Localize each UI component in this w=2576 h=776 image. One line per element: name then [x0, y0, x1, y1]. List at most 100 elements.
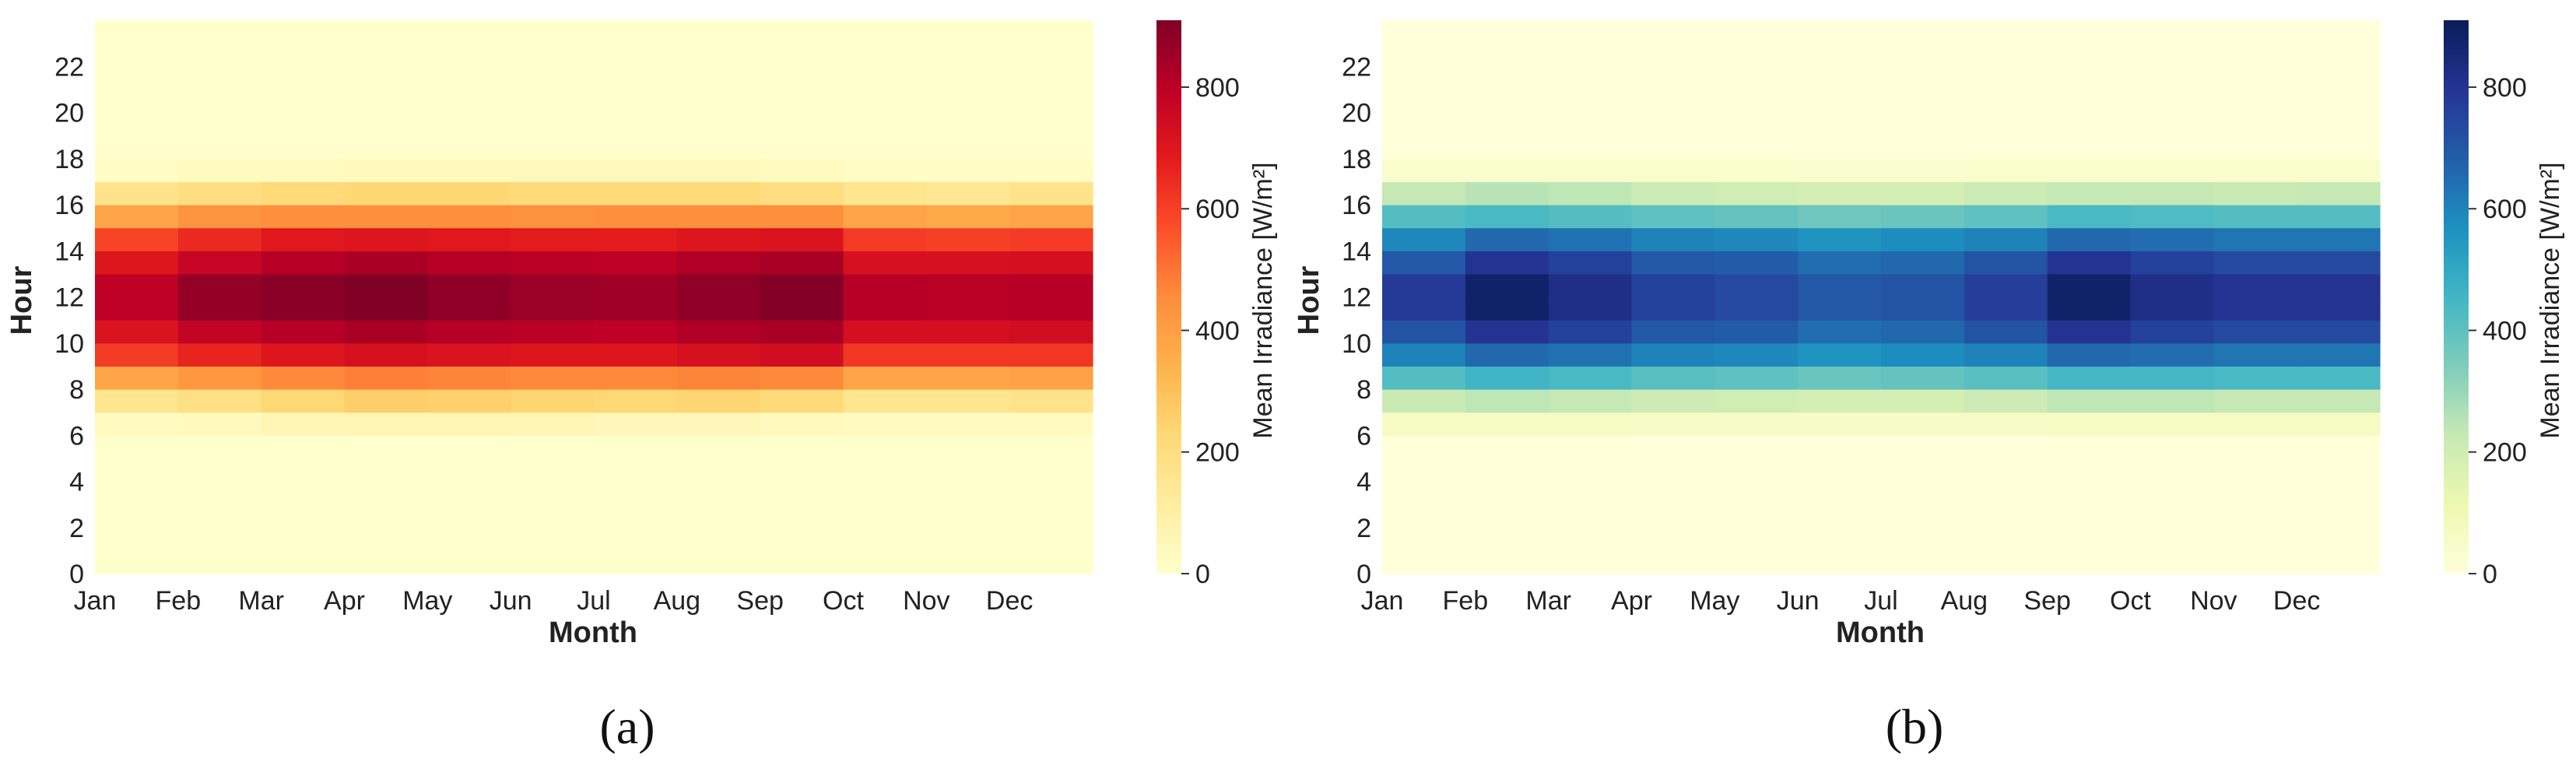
heatmap-cell	[1548, 366, 1633, 390]
heatmap-cell	[1881, 227, 1965, 251]
heatmap-cell	[1631, 550, 1715, 574]
heatmap-cell	[1964, 227, 2048, 251]
heatmap-cell	[1382, 20, 1466, 44]
heatmap-cell	[2213, 227, 2297, 251]
heatmap-cell	[95, 227, 179, 251]
heatmap-cell	[1009, 389, 1093, 413]
heatmap-cell	[1631, 389, 1715, 413]
heatmap-cell	[1631, 320, 1715, 344]
heatmap-cell	[177, 20, 262, 44]
colorbar-tick-label: 400	[1195, 316, 1240, 346]
heatmap-cell	[1798, 112, 1882, 136]
heatmap-cell	[1382, 342, 1466, 367]
heatmap-cell	[511, 481, 595, 505]
heatmap-cell	[2047, 251, 2132, 275]
heatmap-cell	[344, 297, 428, 321]
heatmap-cell	[2213, 342, 2297, 367]
heatmap-cell	[676, 112, 761, 136]
heatmap-cell	[261, 297, 346, 321]
heatmap-cell	[594, 366, 678, 390]
heatmap-cell	[2213, 320, 2297, 344]
heatmap-cell	[1631, 273, 1715, 298]
heatmap-cell	[594, 297, 678, 321]
heatmap-cell	[1964, 527, 2048, 551]
heatmap-cell	[344, 366, 428, 390]
heatmap-cell	[760, 251, 844, 275]
heatmap-cell	[760, 205, 844, 229]
heatmap-cell	[1548, 20, 1633, 44]
heatmap-cell	[843, 112, 927, 136]
heatmap-cell	[95, 320, 179, 344]
heatmap-cell	[1798, 389, 1882, 413]
x-tick-label: Jul	[577, 586, 610, 616]
heatmap-cell	[760, 366, 844, 390]
heatmap-cell	[177, 227, 262, 251]
heatmap-cell	[1465, 227, 1549, 251]
heatmap-cell	[427, 112, 511, 136]
heatmap-cell	[261, 135, 346, 160]
heatmap-cell	[427, 481, 511, 505]
heatmap-cell	[1382, 320, 1466, 344]
heatmap-cell	[760, 89, 844, 114]
heatmap-cell	[926, 158, 1010, 182]
heatmap-cell	[2213, 435, 2297, 459]
heatmap-cell	[1548, 181, 1633, 205]
heatmap-cell	[676, 227, 761, 251]
y-tick-label: 10	[1342, 329, 1371, 359]
y-tick-label: 4	[69, 468, 84, 497]
heatmap-cell	[1798, 481, 1882, 505]
heatmap-cell	[2297, 135, 2381, 160]
heatmap-cell	[1798, 43, 1882, 67]
x-tick-label: May	[1690, 586, 1739, 616]
heatmap-cell	[2297, 527, 2381, 551]
heatmap-cell	[2213, 297, 2297, 321]
heatmap-cell	[2213, 112, 2297, 136]
heatmap-cell	[1964, 273, 2048, 298]
heatmap-cell	[2047, 550, 2132, 574]
heatmap-cell	[1881, 20, 1965, 44]
heatmap-cell	[676, 89, 761, 114]
heatmap-cell	[843, 389, 927, 413]
heatmap-cell	[1798, 320, 1882, 344]
heatmap-cell	[1009, 458, 1093, 483]
heatmap-cell	[760, 297, 844, 321]
heatmap-cell	[1881, 527, 1965, 551]
heatmap-cell	[2130, 112, 2214, 136]
heatmap-cell	[926, 320, 1010, 344]
heatmap-cell	[760, 227, 844, 251]
heatmap-cell	[427, 89, 511, 114]
heatmap-cell	[1798, 458, 1882, 483]
heatmap-cell	[1548, 297, 1633, 321]
heatmap-cell	[843, 66, 927, 90]
y-tick-label: 22	[54, 52, 84, 82]
heatmap-cell	[427, 527, 511, 551]
x-axis-label-a: Month	[549, 616, 637, 649]
heatmap-cell	[344, 504, 428, 528]
heatmap-cell	[926, 412, 1010, 436]
heatmap-cell	[760, 342, 844, 367]
heatmap-cell	[2130, 458, 2214, 483]
heatmap-cell	[1382, 89, 1466, 114]
x-tick-label: Feb	[156, 586, 202, 616]
heatmap-cell	[2047, 481, 2132, 505]
heatmap-cell	[1798, 366, 1882, 390]
heatmap-cell	[1631, 342, 1715, 367]
heatmap-cell	[843, 43, 927, 67]
heatmap-cell	[1382, 158, 1466, 182]
x-tick-label: Feb	[1443, 586, 1489, 616]
heatmap-cell	[2047, 43, 2132, 67]
heatmap-cell	[2130, 435, 2214, 459]
heatmap-cell	[676, 158, 761, 182]
heatmap-cell	[2047, 412, 2132, 436]
heatmap-cell	[1798, 227, 1882, 251]
heatmap-cell	[926, 389, 1010, 413]
heatmap-cell	[2130, 205, 2214, 229]
y-ticks-a: 0 2 4 6 8 10 12 14 16 18 20 22	[54, 52, 84, 589]
y-tick-label: 22	[1342, 52, 1371, 82]
heatmap-cell	[1465, 205, 1549, 229]
heatmap-cell	[2213, 389, 2297, 413]
heatmap-cell	[511, 389, 595, 413]
heatmap-cell	[1798, 550, 1882, 574]
heatmap-cell	[1548, 89, 1633, 114]
heatmap-cell	[2297, 205, 2381, 229]
